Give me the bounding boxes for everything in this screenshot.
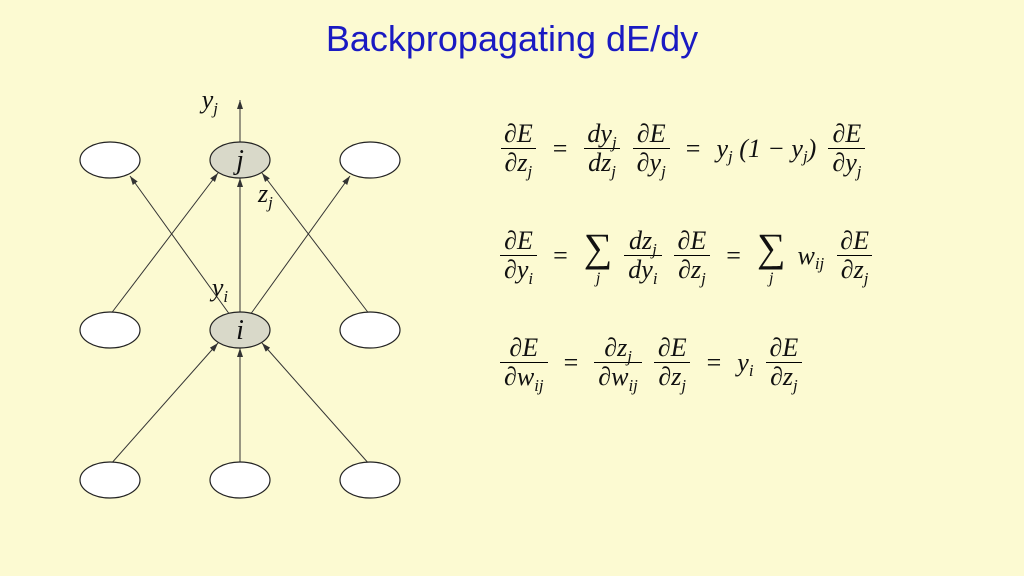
label-i: i — [236, 315, 244, 346]
node-top-right — [340, 142, 400, 178]
label-yi: yi — [209, 273, 229, 306]
node-mid-left — [80, 312, 140, 348]
equation-2: ∂E ∂yi = ∑j dzj dyi ∂E ∂zj = ∑j wij ∂E ∂… — [500, 227, 1000, 284]
node-bot-left — [80, 462, 140, 498]
node-bot-right — [340, 462, 400, 498]
edge — [110, 173, 218, 315]
equations-block: ∂E ∂zj = dyj dzj ∂E ∂yj = yj (1 − yj) ∂E… — [500, 120, 1000, 540]
edge — [110, 343, 218, 465]
node-mid-right — [340, 312, 400, 348]
label-yj: yj — [199, 85, 219, 118]
node-bot-mid — [210, 462, 270, 498]
page-title: Backpropagating dE/dy — [0, 18, 1024, 60]
equation-1: ∂E ∂zj = dyj dzj ∂E ∂yj = yj (1 − yj) ∂E… — [500, 120, 1000, 177]
equation-3: ∂E ∂wij = ∂zj ∂wij ∂E ∂zj = yi ∂E ∂zj — [500, 334, 1000, 391]
network-diagram: j i yj zj yi — [40, 80, 460, 560]
edge — [262, 173, 370, 315]
node-top-left — [80, 142, 140, 178]
edge — [262, 343, 370, 465]
